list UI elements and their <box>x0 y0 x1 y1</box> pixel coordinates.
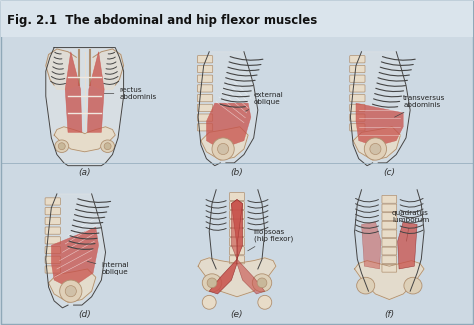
FancyBboxPatch shape <box>382 264 397 272</box>
FancyBboxPatch shape <box>350 124 365 131</box>
FancyBboxPatch shape <box>45 237 60 244</box>
Polygon shape <box>209 200 243 294</box>
Polygon shape <box>362 222 381 269</box>
Polygon shape <box>356 103 403 146</box>
FancyBboxPatch shape <box>350 95 365 102</box>
FancyBboxPatch shape <box>350 75 365 82</box>
Text: internal
oblique: internal oblique <box>87 261 129 276</box>
Text: external
oblique: external oblique <box>245 93 283 111</box>
Text: rectus
abdominis: rectus abdominis <box>104 87 157 100</box>
FancyBboxPatch shape <box>197 85 213 92</box>
Polygon shape <box>46 47 124 166</box>
FancyBboxPatch shape <box>45 217 60 225</box>
FancyBboxPatch shape <box>382 247 397 255</box>
Polygon shape <box>201 127 248 160</box>
FancyBboxPatch shape <box>350 65 365 72</box>
Ellipse shape <box>60 280 82 302</box>
Ellipse shape <box>356 277 375 294</box>
Text: (e): (e) <box>231 310 243 319</box>
FancyBboxPatch shape <box>229 192 245 201</box>
Polygon shape <box>231 200 265 294</box>
Ellipse shape <box>207 278 217 288</box>
Text: (c): (c) <box>383 168 395 177</box>
Text: (a): (a) <box>78 168 91 177</box>
Text: (d): (d) <box>78 310 91 319</box>
FancyBboxPatch shape <box>229 202 245 210</box>
Polygon shape <box>88 52 104 132</box>
Polygon shape <box>198 258 276 297</box>
FancyBboxPatch shape <box>382 230 397 238</box>
FancyBboxPatch shape <box>197 75 213 82</box>
Polygon shape <box>353 127 401 160</box>
Ellipse shape <box>218 143 228 155</box>
Polygon shape <box>46 194 106 308</box>
Polygon shape <box>93 49 124 89</box>
FancyBboxPatch shape <box>45 198 60 205</box>
FancyBboxPatch shape <box>197 95 213 102</box>
FancyBboxPatch shape <box>45 256 60 263</box>
Polygon shape <box>48 269 96 302</box>
Ellipse shape <box>365 138 386 160</box>
Ellipse shape <box>100 140 115 152</box>
FancyBboxPatch shape <box>229 220 245 228</box>
Polygon shape <box>350 52 410 166</box>
FancyBboxPatch shape <box>229 247 245 255</box>
FancyBboxPatch shape <box>229 229 245 237</box>
Text: transversus
abdominis: transversus abdominis <box>394 95 446 117</box>
FancyBboxPatch shape <box>229 256 245 264</box>
Ellipse shape <box>212 138 234 160</box>
FancyBboxPatch shape <box>45 208 60 215</box>
Polygon shape <box>54 127 115 152</box>
FancyBboxPatch shape <box>197 56 213 63</box>
FancyBboxPatch shape <box>45 246 60 254</box>
FancyBboxPatch shape <box>197 65 213 72</box>
FancyBboxPatch shape <box>350 104 365 111</box>
Text: quadratus
lumborum: quadratus lumborum <box>392 210 429 241</box>
Ellipse shape <box>370 143 381 155</box>
FancyBboxPatch shape <box>197 104 213 111</box>
FancyBboxPatch shape <box>350 56 365 63</box>
Text: Fig. 2.1  The abdominal and hip flexor muscles: Fig. 2.1 The abdominal and hip flexor mu… <box>7 14 318 27</box>
FancyBboxPatch shape <box>45 227 60 234</box>
FancyBboxPatch shape <box>229 238 245 246</box>
Polygon shape <box>65 52 82 132</box>
FancyBboxPatch shape <box>382 195 397 203</box>
FancyBboxPatch shape <box>382 256 397 264</box>
Polygon shape <box>398 222 417 269</box>
FancyBboxPatch shape <box>45 266 60 273</box>
FancyBboxPatch shape <box>382 239 397 246</box>
Polygon shape <box>198 52 258 166</box>
Polygon shape <box>46 49 76 89</box>
Polygon shape <box>51 227 99 288</box>
FancyBboxPatch shape <box>350 114 365 121</box>
FancyBboxPatch shape <box>229 211 245 219</box>
Ellipse shape <box>404 277 422 294</box>
Ellipse shape <box>58 143 65 150</box>
Polygon shape <box>207 103 251 149</box>
Ellipse shape <box>202 274 222 292</box>
FancyBboxPatch shape <box>382 221 397 229</box>
FancyBboxPatch shape <box>382 213 397 220</box>
FancyBboxPatch shape <box>197 124 213 131</box>
Ellipse shape <box>258 295 272 309</box>
Ellipse shape <box>257 278 267 288</box>
FancyBboxPatch shape <box>350 85 365 92</box>
Ellipse shape <box>55 140 69 152</box>
FancyBboxPatch shape <box>197 114 213 121</box>
Polygon shape <box>355 261 424 300</box>
Ellipse shape <box>252 274 272 292</box>
Ellipse shape <box>202 295 216 309</box>
Ellipse shape <box>65 286 76 297</box>
Text: (b): (b) <box>231 168 243 177</box>
Ellipse shape <box>104 143 111 150</box>
FancyBboxPatch shape <box>382 204 397 212</box>
Text: (f): (f) <box>384 310 394 319</box>
Text: iliopsoas
(hip flexor): iliopsoas (hip flexor) <box>248 229 293 251</box>
